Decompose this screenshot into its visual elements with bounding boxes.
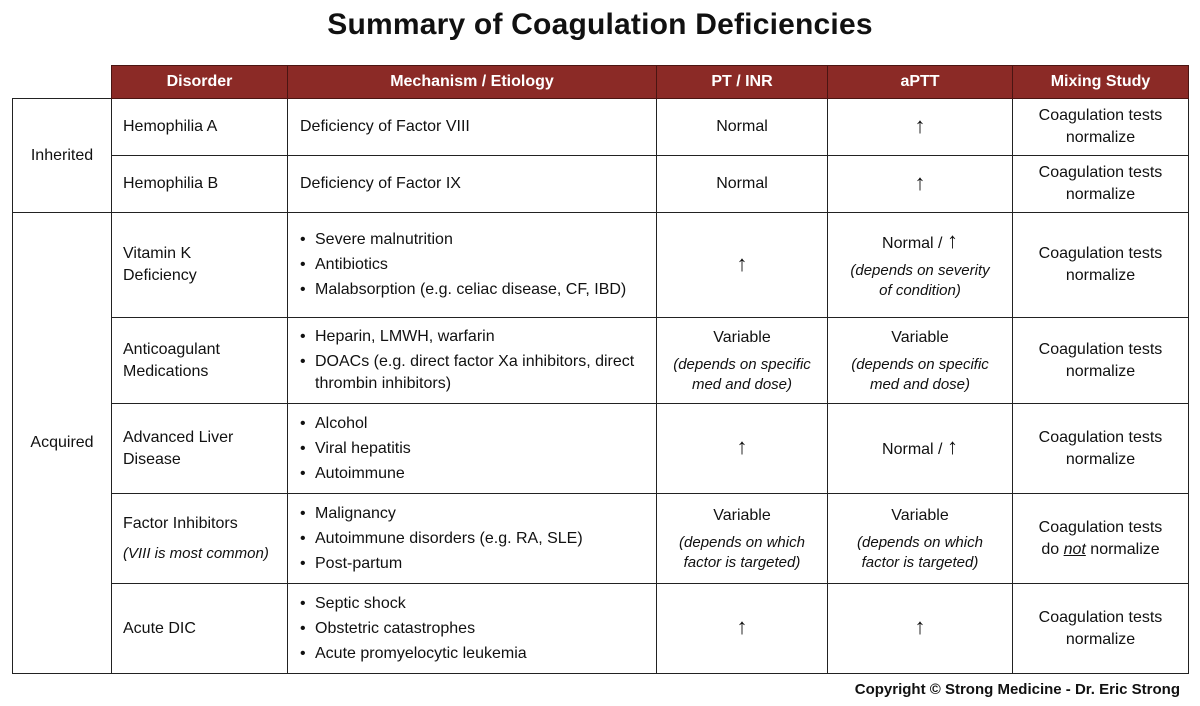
pt-note: (depends on specific med and dose): [673, 355, 811, 393]
pt-inr-cell: Variable (depends on specific med and dos…: [656, 317, 828, 404]
page-title: Summary of Coagulation Deficiencies: [327, 8, 873, 41]
aptt-cell: ↑: [827, 98, 1013, 156]
header-corner: [13, 66, 112, 99]
copyright-notice: Copyright © Strong Medicine - Dr. Eric S…: [854, 681, 1180, 698]
disorder-cell: Vitamin K Deficiency: [111, 212, 288, 318]
up-arrow-icon: ↑: [736, 614, 748, 639]
mechanism-cell: Deficiency of Factor VIII: [287, 98, 657, 156]
mechanism-list: Malignancy Autoimmune disorders (e.g. RA…: [300, 503, 656, 575]
table-row: Factor Inhibitors (VIII is most common) …: [13, 493, 1189, 584]
up-arrow-icon: ↑: [736, 250, 748, 276]
mechanism-cell: Malignancy Autoimmune disorders (e.g. RA…: [287, 493, 657, 584]
coagulation-table: Disorder Mechanism / Etiology PT / INR a…: [12, 65, 1189, 674]
mechanism-cell: Severe malnutrition Antibiotics Malabsor…: [287, 212, 657, 318]
header-row: Disorder Mechanism / Etiology PT / INR a…: [13, 65, 1189, 99]
pt-inr-cell: Normal: [656, 155, 828, 213]
disorder-cell: Factor Inhibitors (VIII is most common): [111, 493, 288, 584]
mixing-study-cell: Coagulation tests do not normalize: [1012, 493, 1189, 584]
list-item: Heparin, LMWH, warfarin: [300, 326, 656, 348]
disorder-cell: Anticoagulant Medications: [111, 317, 288, 404]
aptt-note: (depends on severity of condition): [850, 261, 990, 299]
list-item: Severe malnutrition: [300, 229, 656, 251]
aptt-cell: Normal / ↑ (depends on severity of condit…: [827, 212, 1013, 318]
pt-note: (depends on which factor is targeted): [679, 533, 805, 571]
category-acquired: Acquired: [12, 212, 112, 674]
mechanism-list: Heparin, LMWH, warfarin DOACs (e.g. dire…: [300, 326, 656, 395]
header-aptt: aPTT: [827, 65, 1013, 99]
disorder-cell: Acute DIC: [111, 583, 288, 674]
disorder-cell: Hemophilia A: [111, 98, 288, 156]
mechanism-list: Severe malnutrition Antibiotics Malabsor…: [300, 229, 656, 301]
header-disorder: Disorder: [111, 65, 288, 99]
disorder-cell: Hemophilia B: [111, 155, 288, 213]
list-item: Acute promyelocytic leukemia: [300, 643, 656, 665]
pt-inr-cell: ↑: [656, 212, 828, 318]
not-emphasis: not: [1063, 540, 1086, 558]
mechanism-cell: Alcohol Viral hepatitis Autoimmune: [287, 403, 657, 494]
pt-inr-cell: Variable (depends on which factor is targ…: [656, 493, 828, 584]
up-arrow-icon: ↑: [946, 227, 958, 253]
mechanism-cell: Heparin, LMWH, warfarin DOACs (e.g. dire…: [287, 317, 657, 404]
mixing-study-cell: Coagulation tests normalize: [1012, 155, 1189, 213]
table-row: Hemophilia B Deficiency of Factor IX Nor…: [13, 155, 1189, 213]
mechanism-cell: Septic shock Obstetric catastrophes Acut…: [287, 583, 657, 674]
header-pt-inr: PT / INR: [656, 65, 828, 99]
aptt-cell: ↑: [827, 155, 1013, 213]
header-mixing-study: Mixing Study: [1012, 65, 1189, 99]
table-row: Acute DIC Septic shock Obstetric catastr…: [13, 583, 1189, 674]
pt-inr-cell: Normal: [656, 98, 828, 156]
mechanism-list: Septic shock Obstetric catastrophes Acut…: [300, 593, 656, 665]
table-row: Inherited Hemophilia A Deficiency of Fac…: [12, 98, 1189, 213]
pt-inr-cell: ↑: [656, 403, 828, 494]
mechanism-list: Alcohol Viral hepatitis Autoimmune: [300, 413, 656, 485]
aptt-cell: Normal / ↑: [827, 403, 1013, 494]
list-item: Obstetric catastrophes: [300, 618, 656, 640]
mixing-study-cell: Coagulation tests normalize: [1012, 212, 1189, 318]
disorder-note: (VIII is most common): [123, 544, 269, 562]
mixing-study-cell: Coagulation tests normalize: [1012, 403, 1189, 494]
aptt-cell: ↑: [827, 583, 1013, 674]
mixing-study-cell: Coagulation tests normalize: [1012, 583, 1189, 674]
aptt-cell: Variable (depends on which factor is targ…: [827, 493, 1013, 584]
list-item: Septic shock: [300, 593, 656, 615]
list-item: Autoimmune: [300, 463, 656, 485]
pt-inr-cell: ↑: [656, 583, 828, 674]
aptt-note: (depends on which factor is targeted): [857, 533, 983, 571]
up-arrow-icon: ↑: [914, 614, 926, 639]
header-mechanism: Mechanism / Etiology: [287, 65, 657, 99]
up-arrow-icon: ↑: [736, 434, 748, 459]
mechanism-cell: Deficiency of Factor IX: [287, 155, 657, 213]
mixing-study-cell: Coagulation tests normalize: [1012, 317, 1189, 404]
list-item: Viral hepatitis: [300, 438, 656, 460]
aptt-note: (depends on specific med and dose): [851, 355, 989, 393]
category-inherited: Inherited: [12, 98, 112, 213]
up-arrow-icon: ↑: [914, 169, 926, 195]
list-item: Malignancy: [300, 503, 656, 525]
disorder-cell: Advanced Liver Disease: [111, 403, 288, 494]
list-item: Alcohol: [300, 413, 656, 435]
up-arrow-icon: ↑: [946, 434, 958, 459]
list-item: DOACs (e.g. direct factor Xa inhibitors,…: [300, 351, 656, 395]
list-item: Antibiotics: [300, 254, 656, 276]
up-arrow-icon: ↑: [914, 112, 926, 138]
list-item: Malabsorption (e.g. celiac disease, CF, …: [300, 279, 656, 301]
mixing-study-cell: Coagulation tests normalize: [1012, 98, 1189, 156]
aptt-cell: Variable (depends on specific med and dos…: [827, 317, 1013, 404]
list-item: Post-partum: [300, 553, 656, 575]
list-item: Autoimmune disorders (e.g. RA, SLE): [300, 528, 656, 550]
